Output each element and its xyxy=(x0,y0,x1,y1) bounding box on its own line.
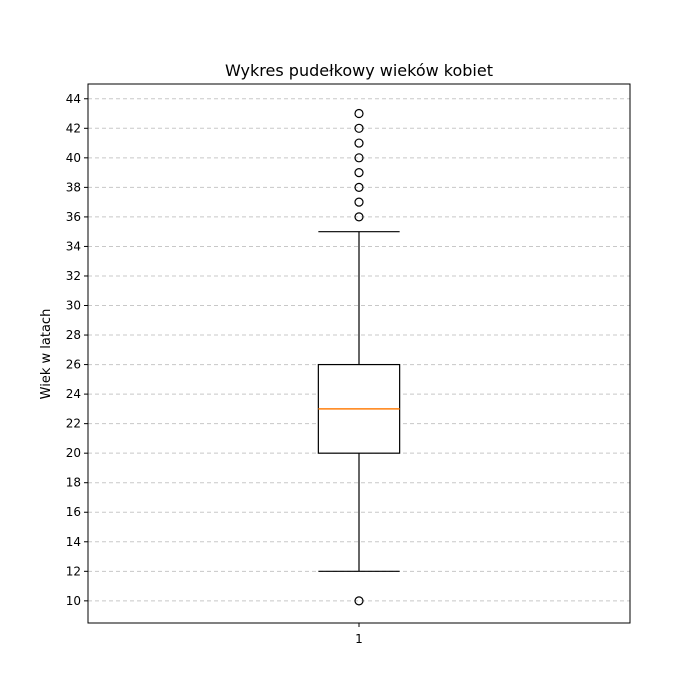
y-tick-label: 40 xyxy=(66,151,81,165)
y-tick-label: 38 xyxy=(66,180,81,194)
y-tick-label: 24 xyxy=(66,387,81,401)
y-tick-label: 36 xyxy=(66,210,81,224)
axis-ticks: 10 12 14 16 18 20 22 24 26 28 30 32 34 36 38 40 42 44 1 xyxy=(66,92,363,646)
y-tick-label: 28 xyxy=(66,328,81,342)
y-tick-label: 30 xyxy=(66,299,81,313)
y-tick-label: 14 xyxy=(66,535,81,549)
outlier-point xyxy=(354,153,364,163)
y-tick-label: 44 xyxy=(66,92,81,106)
chart-title: Wykres pudełkowy wieków kobiet xyxy=(225,61,493,80)
y-tick-label: 22 xyxy=(66,417,81,431)
outlier-point xyxy=(354,197,364,207)
outlier-point xyxy=(354,168,364,178)
outlier-point xyxy=(354,182,364,192)
y-tick-label: 20 xyxy=(66,446,81,460)
y-tick-label: 12 xyxy=(66,564,81,578)
plot-area xyxy=(317,108,401,606)
y-tick-label: 16 xyxy=(66,505,81,519)
outlier-point xyxy=(354,212,364,222)
outlier-point xyxy=(354,123,364,133)
x-tick-label: 1 xyxy=(355,632,363,646)
y-tick-label: 26 xyxy=(66,358,81,372)
outlier-point xyxy=(354,108,364,119)
y-tick-label: 34 xyxy=(66,239,81,253)
y-axis-label: Wiek w latach xyxy=(39,309,54,400)
grid-lines xyxy=(88,98,630,602)
y-tick-label: 10 xyxy=(66,594,81,608)
y-tick-label: 42 xyxy=(66,121,81,135)
outlier-point xyxy=(354,596,364,606)
y-tick-label: 32 xyxy=(66,269,81,283)
outlier-point xyxy=(354,138,364,148)
y-tick-label: 18 xyxy=(66,476,81,490)
